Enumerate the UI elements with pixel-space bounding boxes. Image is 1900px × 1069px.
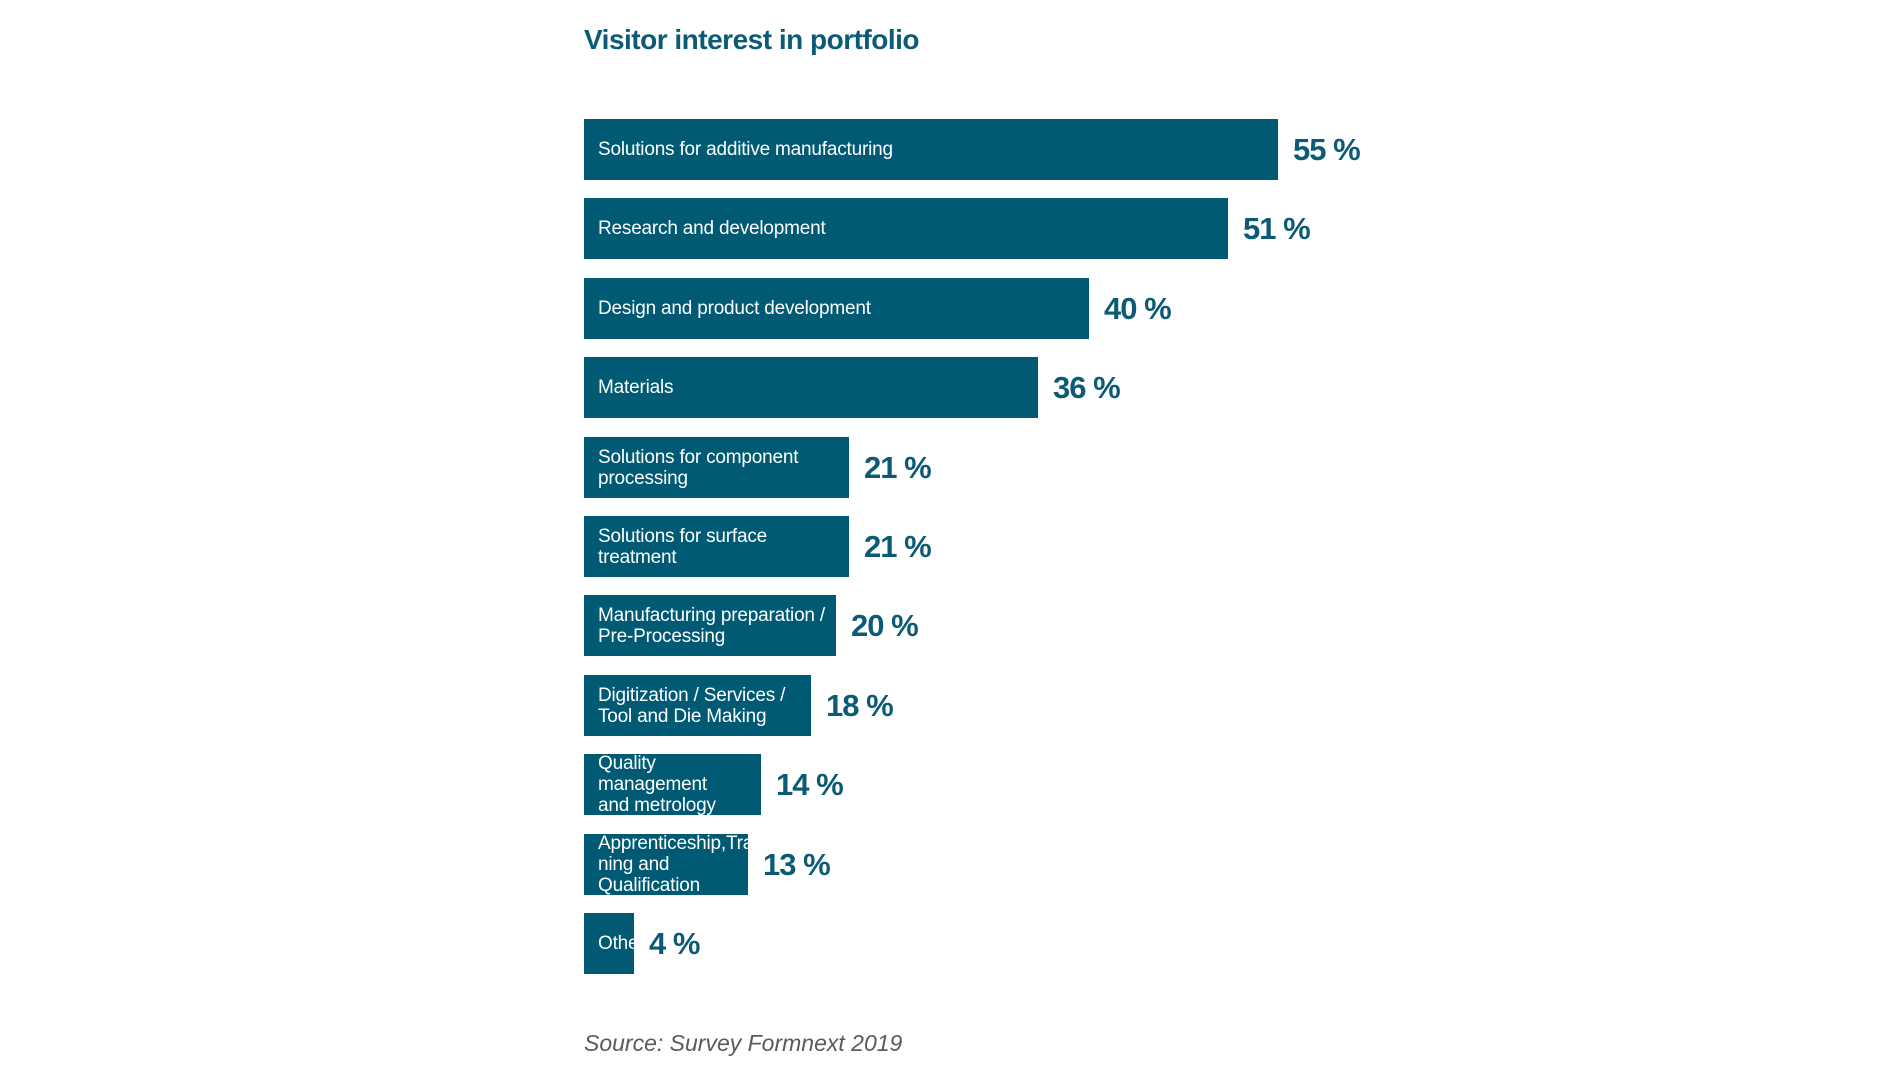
source-note: Source: Survey Formnext 2019 bbox=[584, 1030, 903, 1056]
bar-value-label: 14 % bbox=[776, 766, 844, 802]
bar-value-label: 40 % bbox=[1104, 290, 1172, 326]
chart-title: Visitor interest in portfolio bbox=[584, 24, 920, 55]
bar-value-label: 21 % bbox=[864, 528, 932, 564]
bar: Solutions for surface treatment bbox=[584, 516, 849, 577]
bar-category-label: Apprenticeship,Trai- ning and Qualificat… bbox=[598, 833, 764, 896]
bar: Quality management and metrology bbox=[584, 753, 761, 816]
bar-category-label: Materials bbox=[598, 377, 674, 398]
bar-category-label: Quality management and metrology bbox=[598, 753, 716, 816]
bar-category-label: Design and product development bbox=[598, 298, 871, 319]
bar-value-label: 21 % bbox=[864, 449, 932, 485]
bar: Solutions for component processing bbox=[584, 437, 849, 498]
bar-category-label: Other bbox=[598, 933, 645, 954]
bar-category-label: Solutions for component processing bbox=[598, 446, 799, 489]
bar: Research and development bbox=[584, 198, 1228, 259]
bar-value-label: 4 % bbox=[649, 925, 700, 961]
bar: Solutions for additive manufacturing bbox=[584, 119, 1278, 180]
bar: Digitization / Services / Tool and Die M… bbox=[584, 675, 811, 736]
bar: Apprenticeship,Trai- ning and Qualificat… bbox=[584, 833, 764, 896]
bar-value-label: 55 % bbox=[1293, 131, 1361, 167]
bar-value-label: 36 % bbox=[1053, 369, 1121, 405]
bar-category-label: Solutions for additive manufacturing bbox=[598, 139, 893, 160]
bar-category-label: Digitization / Services / Tool and Die M… bbox=[598, 684, 786, 727]
bar: Materials bbox=[584, 357, 1038, 418]
bar-category-label: Manufacturing preparation / Pre-Processi… bbox=[598, 604, 825, 647]
bar: Design and product development bbox=[584, 278, 1089, 339]
bar-value-label: 13 % bbox=[763, 846, 831, 882]
bar-category-label: Research and development bbox=[598, 218, 826, 239]
bar-value-label: 20 % bbox=[851, 607, 919, 643]
bar: Manufacturing preparation / Pre-Processi… bbox=[584, 595, 836, 656]
bar: Other bbox=[584, 913, 645, 974]
bar-value-label: 18 % bbox=[826, 687, 894, 723]
bar-category-label: Solutions for surface treatment bbox=[598, 525, 767, 568]
bar-value-label: 51 % bbox=[1243, 210, 1311, 246]
